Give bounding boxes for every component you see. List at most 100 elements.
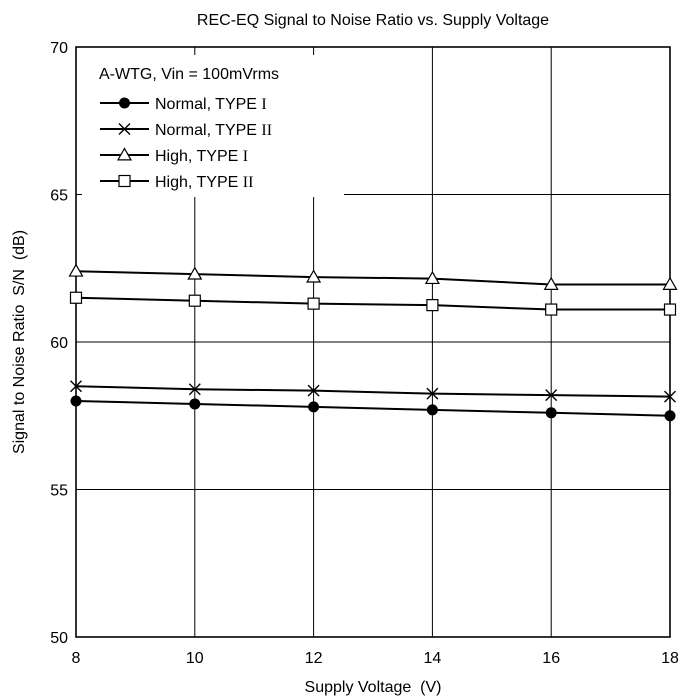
data-point-high-type-ii-8-shape bbox=[69, 291, 83, 304]
x-tick-label-10: 10 bbox=[186, 650, 204, 667]
series-group bbox=[68, 263, 678, 422]
data-point-normal-type-ii-12-shape bbox=[307, 384, 320, 397]
data-point-high-type-i-18 bbox=[662, 276, 678, 290]
data-point-normal-type-ii-10 bbox=[188, 383, 201, 396]
legend-item-high-type-ii: High, TYPE II bbox=[100, 174, 253, 191]
series-high-type-ii bbox=[69, 291, 677, 316]
y-axis-label: Signal to Noise Ratio S/N (dB) bbox=[11, 230, 28, 454]
data-point-normal-type-i-16 bbox=[545, 407, 557, 419]
legend-item-normal-type-ii: Normal, TYPE II bbox=[100, 122, 272, 139]
data-point-normal-type-ii-16 bbox=[545, 389, 558, 402]
data-point-normal-type-ii-8-shape bbox=[70, 380, 82, 393]
data-point-normal-type-i-18 bbox=[664, 410, 676, 422]
legend-marker-normal-type-i bbox=[119, 97, 130, 109]
data-point-high-type-ii-12-shape bbox=[307, 297, 320, 310]
data-point-normal-type-i-18-shape bbox=[664, 410, 676, 422]
x-tick-labels: 8 10 12 14 16 18 bbox=[72, 650, 679, 667]
data-point-normal-type-ii-8 bbox=[70, 380, 82, 393]
data-point-high-type-ii-18-shape bbox=[663, 303, 677, 316]
plot-frame bbox=[75, 46, 671, 638]
data-point-high-type-ii-14-shape bbox=[426, 299, 439, 312]
data-point-normal-type-i-12-shape bbox=[308, 401, 320, 413]
data-point-high-type-ii-14 bbox=[426, 299, 439, 312]
data-point-normal-type-i-14 bbox=[426, 404, 438, 416]
series-normal-type-i bbox=[70, 395, 676, 422]
x-tick-label-12: 12 bbox=[305, 650, 323, 667]
data-point-high-type-ii-8 bbox=[69, 291, 83, 304]
legend-label-normal-type-i: Normal, TYPE I bbox=[155, 96, 267, 113]
data-point-normal-type-ii-18 bbox=[664, 390, 676, 403]
data-point-normal-type-i-8-shape bbox=[70, 395, 82, 407]
data-point-high-type-i-14-shape bbox=[424, 270, 440, 285]
data-point-normal-type-i-8 bbox=[70, 395, 82, 407]
data-point-high-type-ii-10 bbox=[188, 294, 201, 307]
y-tick-label-70: 70 bbox=[50, 40, 68, 57]
x-tick-label-16: 16 bbox=[542, 650, 560, 667]
y-tick-label-60: 60 bbox=[50, 335, 68, 352]
legend-marker-high-type-i-shape bbox=[116, 147, 133, 161]
data-point-normal-type-i-14-shape bbox=[426, 404, 438, 416]
legend-marker-high-type-ii bbox=[118, 174, 131, 188]
legend-marker-high-type-ii-shape bbox=[118, 174, 131, 188]
legend-label-roman: II bbox=[243, 174, 254, 191]
data-point-high-type-ii-12 bbox=[307, 297, 320, 310]
legend-marker-normal-type-ii bbox=[118, 123, 131, 135]
data-point-normal-type-i-12 bbox=[308, 401, 320, 413]
data-point-high-type-ii-18 bbox=[663, 303, 677, 316]
data-point-high-type-i-16-shape bbox=[543, 276, 559, 290]
data-point-normal-type-ii-14 bbox=[426, 387, 439, 400]
legend-label-text: Normal, TYPE bbox=[155, 96, 261, 113]
series-line-normal-type-i bbox=[75, 400, 671, 417]
x-tick-label-14: 14 bbox=[424, 650, 442, 667]
data-point-normal-type-i-10 bbox=[189, 398, 201, 410]
data-point-high-type-i-12-shape bbox=[306, 269, 322, 283]
x-tick-label-18: 18 bbox=[661, 650, 679, 667]
legend-label-high-type-ii: High, TYPE II bbox=[155, 174, 253, 191]
data-point-high-type-i-18-shape bbox=[662, 276, 678, 290]
data-point-normal-type-ii-18-shape bbox=[664, 390, 676, 403]
data-point-normal-type-ii-12 bbox=[307, 384, 320, 397]
legend-title: A-WTG, Vin = 100mVrms bbox=[99, 66, 279, 83]
data-point-high-type-i-14 bbox=[424, 270, 440, 285]
series-line-high-type-i bbox=[75, 270, 670, 286]
legend-label-text: High, TYPE bbox=[155, 174, 243, 191]
legend-marker-normal-type-i-shape bbox=[119, 97, 130, 109]
x-tick-label-8: 8 bbox=[72, 650, 81, 667]
data-point-normal-type-i-16-shape bbox=[545, 407, 557, 419]
data-point-normal-type-ii-10-shape bbox=[188, 383, 201, 396]
data-point-high-type-ii-10-shape bbox=[188, 294, 201, 307]
legend-label-text: High, TYPE bbox=[155, 148, 243, 165]
legend-marker-normal-type-ii-shape bbox=[118, 123, 131, 135]
chart-title: REC-EQ Signal to Noise Ratio vs. Supply … bbox=[197, 12, 549, 29]
data-point-high-type-ii-16-shape bbox=[545, 303, 558, 316]
data-point-normal-type-i-10-shape bbox=[189, 398, 201, 410]
data-point-high-type-i-8 bbox=[68, 263, 84, 277]
data-point-high-type-i-8-shape bbox=[68, 263, 84, 277]
legend: A-WTG, Vin = 100mVrms Normal, TYPE INorm… bbox=[82, 55, 344, 197]
legend-label-roman: I bbox=[261, 96, 266, 113]
x-axis-label: Supply Voltage (V) bbox=[305, 679, 442, 696]
data-point-high-type-i-16 bbox=[543, 276, 559, 290]
series-line-normal-type-ii bbox=[75, 385, 671, 398]
y-tick-label-50: 50 bbox=[50, 630, 68, 647]
data-point-normal-type-ii-14-shape bbox=[426, 387, 439, 400]
y-tick-labels: 50 55 60 65 70 bbox=[50, 40, 68, 647]
data-point-normal-type-ii-16-shape bbox=[545, 389, 558, 402]
data-point-high-type-i-10 bbox=[187, 266, 203, 280]
legend-marker-high-type-i bbox=[116, 147, 133, 161]
legend-item-normal-type-i: Normal, TYPE I bbox=[100, 96, 267, 113]
legend-label-normal-type-ii: Normal, TYPE II bbox=[155, 122, 272, 139]
data-point-high-type-i-12 bbox=[306, 269, 322, 283]
legend-label-high-type-i: High, TYPE I bbox=[155, 148, 248, 165]
legend-label-text: Normal, TYPE bbox=[155, 122, 261, 139]
y-tick-label-55: 55 bbox=[50, 483, 68, 500]
series-line-high-type-ii bbox=[75, 296, 670, 311]
legend-background bbox=[82, 55, 344, 197]
series-high-type-i bbox=[68, 263, 678, 290]
legend-label-roman: II bbox=[261, 122, 272, 139]
data-point-high-type-ii-16 bbox=[545, 303, 558, 316]
legend-label-roman: I bbox=[243, 148, 248, 165]
y-tick-label-65: 65 bbox=[50, 188, 68, 205]
